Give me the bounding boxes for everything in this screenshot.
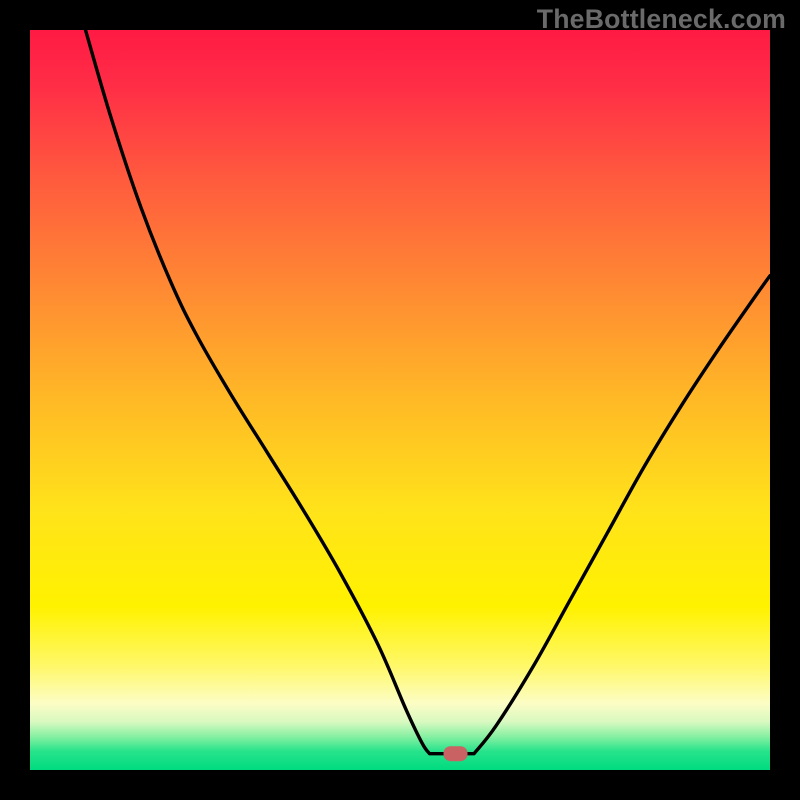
watermark-text: TheBottleneck.com xyxy=(537,4,786,35)
gradient-background xyxy=(30,30,770,770)
optimal-marker xyxy=(444,746,468,761)
bottleneck-chart xyxy=(0,0,800,800)
